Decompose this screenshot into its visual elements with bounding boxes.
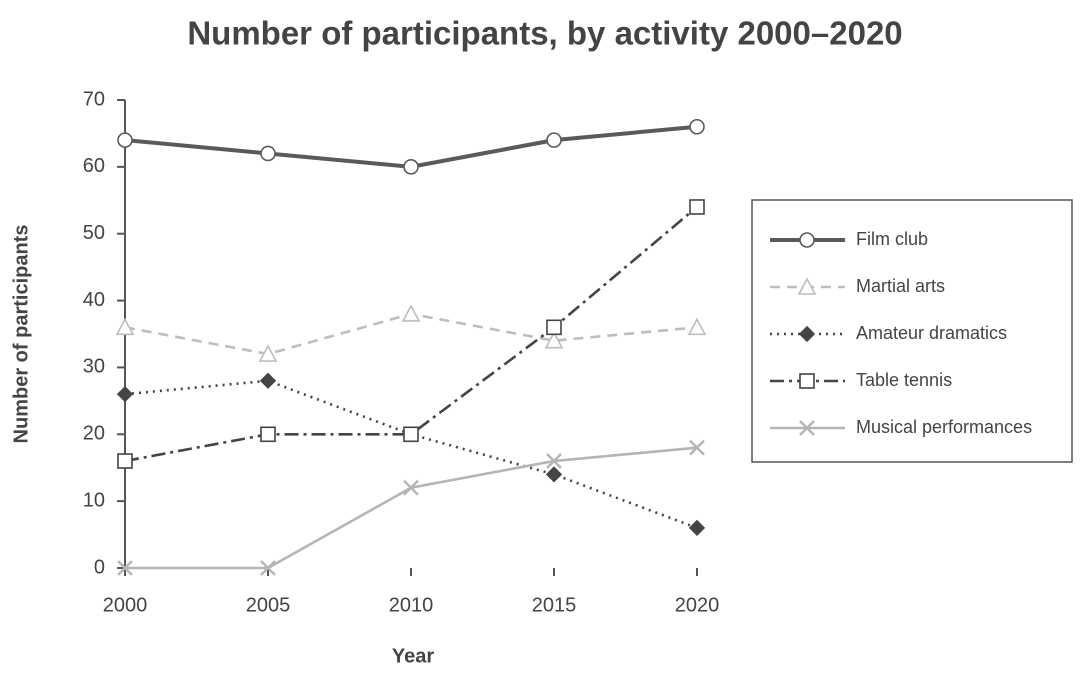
- y-tick-label: 0: [94, 556, 105, 578]
- marker: [545, 466, 563, 483]
- x-tick-label: 2015: [532, 594, 577, 616]
- marker: [546, 453, 562, 469]
- legend-marker: [799, 232, 815, 248]
- marker: [401, 304, 421, 322]
- legend-marker: [797, 277, 817, 295]
- marker: [403, 159, 419, 175]
- x-tick-label: 2000: [103, 594, 148, 616]
- y-tick-label: 40: [83, 289, 105, 311]
- legend-marker: [799, 420, 815, 436]
- marker: [115, 317, 135, 336]
- marker: [116, 386, 134, 403]
- y-axis-label: Number of participants: [10, 225, 32, 444]
- y-tick-label: 60: [83, 155, 105, 177]
- marker: [117, 132, 133, 148]
- y-tick-label: 10: [83, 489, 105, 511]
- legend-marker: [799, 373, 815, 389]
- y-tick-label: 20: [83, 423, 105, 445]
- marker: [117, 453, 133, 469]
- marker: [260, 426, 276, 443]
- marker: [259, 372, 277, 389]
- marker: [260, 560, 276, 576]
- legend-label: Martial arts: [856, 276, 945, 296]
- marker: [689, 118, 705, 135]
- marker: [689, 199, 705, 215]
- x-tick-label: 2020: [675, 594, 720, 616]
- chart-title: Number of participants, by activity 2000…: [187, 15, 902, 52]
- x-axis-label: Year: [392, 645, 434, 667]
- marker: [117, 560, 133, 576]
- legend-label: Amateur dramatics: [856, 323, 1007, 343]
- legend-label: Table tennis: [856, 370, 952, 390]
- marker: [546, 319, 562, 336]
- legend-label: Film club: [856, 229, 928, 249]
- y-tick-label: 70: [83, 88, 105, 110]
- marker: [403, 426, 419, 443]
- legend-label: Musical performances: [856, 417, 1032, 437]
- y-tick-label: 50: [83, 222, 105, 244]
- marker: [403, 479, 419, 496]
- legend-marker: [798, 325, 816, 343]
- marker: [546, 132, 562, 148]
- y-tick-label: 30: [83, 356, 105, 378]
- marker: [688, 519, 706, 537]
- x-tick-label: 2005: [246, 594, 291, 616]
- marker: [544, 330, 564, 349]
- marker: [258, 344, 278, 362]
- marker: [260, 145, 276, 162]
- marker: [687, 317, 707, 336]
- marker: [689, 439, 705, 456]
- x-tick-label: 2010: [389, 594, 434, 616]
